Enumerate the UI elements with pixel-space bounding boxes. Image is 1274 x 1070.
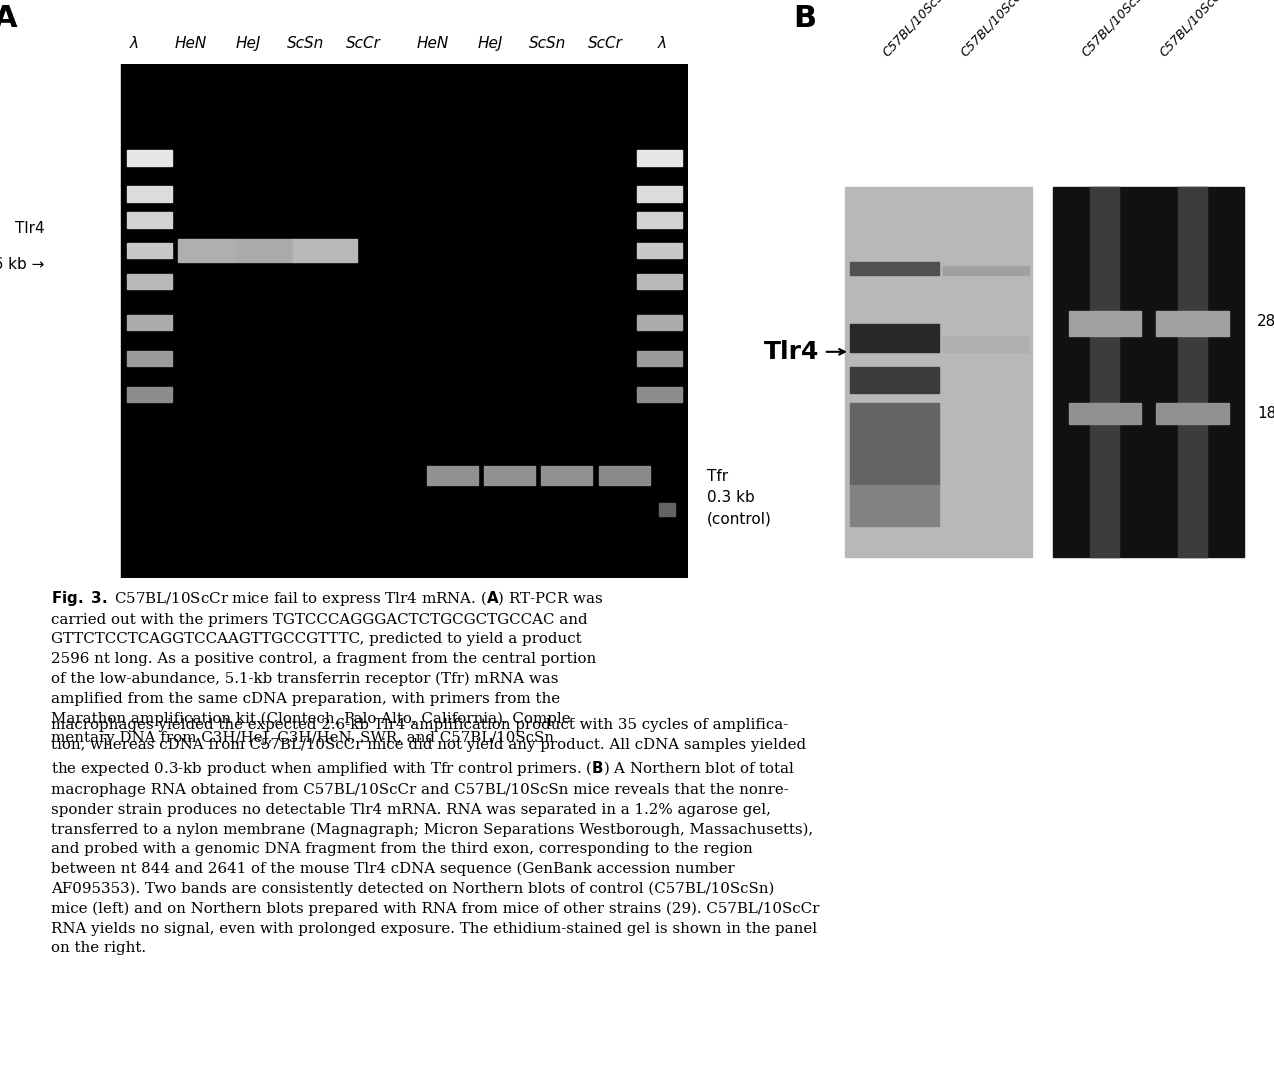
Text: Tlr4: Tlr4: [764, 340, 819, 364]
Bar: [850, 403, 939, 486]
Bar: [127, 151, 172, 166]
Bar: [127, 243, 172, 258]
Bar: [484, 465, 535, 486]
Text: HeJ: HeJ: [478, 36, 503, 51]
Bar: [178, 239, 236, 262]
Bar: [1157, 310, 1228, 336]
Bar: [236, 239, 293, 262]
Bar: [637, 151, 682, 166]
Bar: [121, 64, 688, 578]
Bar: [637, 274, 682, 289]
Bar: [637, 243, 682, 258]
Bar: [850, 262, 939, 275]
Text: 18S: 18S: [1257, 406, 1274, 421]
Text: C57BL/10ScCr: C57BL/10ScCr: [958, 0, 1028, 59]
Bar: [637, 351, 682, 366]
Bar: [127, 212, 172, 228]
Bar: [1069, 403, 1142, 424]
Text: C57BL/10ScCr: C57BL/10ScCr: [1157, 0, 1228, 59]
Bar: [846, 187, 1032, 557]
Text: C57BL/10ScSn: C57BL/10ScSn: [880, 0, 952, 59]
Bar: [427, 465, 478, 486]
Text: macrophages yielded the expected 2.6-kb Tlr4 amplification product with 35 cycle: macrophages yielded the expected 2.6-kb …: [51, 718, 819, 956]
Text: Tfr
0.3 kb
(control): Tfr 0.3 kb (control): [707, 469, 772, 526]
Text: 28S: 28S: [1257, 314, 1274, 328]
Bar: [660, 503, 675, 516]
Bar: [599, 465, 650, 486]
Text: ScCr: ScCr: [345, 36, 381, 51]
Bar: [637, 212, 682, 228]
Text: λ: λ: [129, 36, 139, 51]
Text: Tlr4: Tlr4: [15, 221, 45, 236]
Text: B: B: [794, 4, 817, 33]
Bar: [1069, 310, 1142, 336]
Text: HeJ: HeJ: [236, 36, 261, 51]
Bar: [850, 323, 939, 352]
Bar: [1157, 403, 1228, 424]
Bar: [127, 386, 172, 402]
Text: $\bf{Fig.\ 3.}$ C57BL/10ScCr mice fail to express Tlr4 mRNA. ($\bf{A}$) RT-PCR w: $\bf{Fig.\ 3.}$ C57BL/10ScCr mice fail t…: [51, 588, 603, 745]
Bar: [637, 186, 682, 202]
Bar: [943, 336, 1028, 352]
Bar: [943, 265, 1028, 275]
Text: ScSn: ScSn: [287, 36, 325, 51]
Bar: [293, 239, 357, 262]
Text: HeN: HeN: [417, 36, 450, 51]
Bar: [127, 315, 172, 331]
Bar: [127, 351, 172, 366]
Bar: [1178, 187, 1206, 557]
Bar: [850, 367, 939, 393]
Bar: [637, 386, 682, 402]
Text: ScSn: ScSn: [529, 36, 567, 51]
Bar: [850, 486, 939, 526]
Text: ScCr: ScCr: [587, 36, 623, 51]
Bar: [1054, 187, 1243, 557]
Text: HeN: HeN: [175, 36, 208, 51]
Text: 2.6 kb →: 2.6 kb →: [0, 257, 45, 272]
Text: A: A: [0, 4, 18, 33]
Bar: [127, 186, 172, 202]
Bar: [637, 315, 682, 331]
Text: λ: λ: [657, 36, 668, 51]
Bar: [541, 465, 592, 486]
Bar: [127, 274, 172, 289]
Bar: [1091, 187, 1120, 557]
Text: C57BL/10ScSn: C57BL/10ScSn: [1079, 0, 1150, 59]
